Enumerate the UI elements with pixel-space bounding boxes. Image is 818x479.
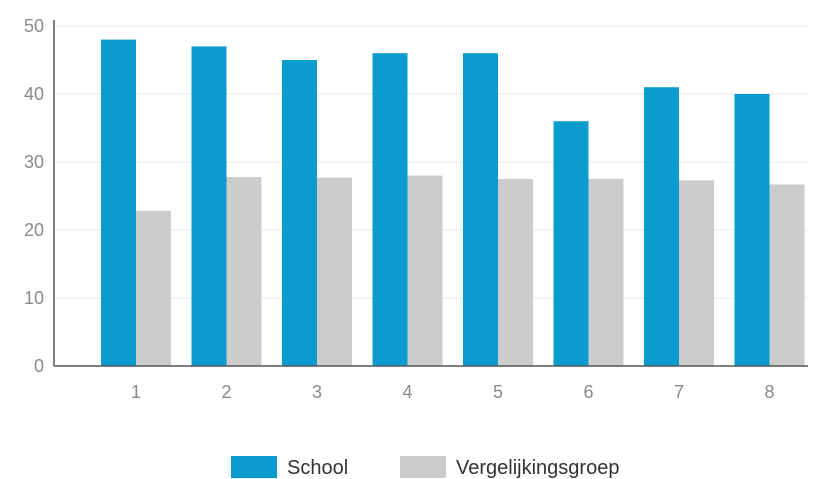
bars (101, 39, 805, 367)
x-axis-ticks: 1 2 3 4 5 6 7 8 (131, 382, 775, 402)
legend-swatch-vergelijkingsgroep (400, 456, 446, 478)
bar-vergelijkingsgroep-5 (498, 179, 533, 366)
y-tick-label: 20 (24, 220, 44, 240)
bar-school-1 (101, 39, 136, 366)
bar-vergelijkingsgroep-1 (136, 210, 171, 366)
bar-school-5 (463, 53, 498, 366)
bar-vergelijkingsgroep-6 (588, 179, 624, 366)
bar-vergelijkingsgroep-2 (226, 176, 262, 366)
bar-school-8 (734, 94, 770, 366)
y-axis-ticks: 0 10 20 30 40 50 (24, 16, 44, 376)
bar-vergelijkingsgroep-3 (317, 177, 352, 366)
bar-school-2 (191, 46, 227, 367)
y-tick-label: 30 (24, 152, 44, 172)
y-tick-label: 0 (34, 356, 44, 376)
bar-vergelijkingsgroep-7 (679, 180, 714, 366)
x-tick-label: 7 (674, 382, 684, 402)
bar-school-6 (553, 121, 589, 366)
x-tick-label: 2 (221, 382, 231, 402)
y-tick-label: 50 (24, 16, 44, 36)
x-tick-label: 1 (131, 382, 141, 402)
bar-vergelijkingsgroep-4 (407, 175, 443, 366)
legend-label: School (287, 457, 348, 479)
y-tick-label: 10 (24, 288, 44, 308)
legend-label: Vergelijkingsgroep (456, 457, 619, 479)
legend: School Vergelijkingsgroep (231, 456, 619, 479)
y-tick-label: 40 (24, 84, 44, 104)
x-tick-label: 5 (493, 382, 503, 402)
bar-vergelijkingsgroep-8 (769, 184, 805, 366)
bar-school-7 (644, 87, 679, 366)
x-tick-label: 8 (764, 382, 774, 402)
bar-school-3 (282, 60, 317, 366)
x-tick-label: 4 (402, 382, 412, 402)
x-tick-label: 3 (312, 382, 322, 402)
x-tick-label: 6 (583, 382, 593, 402)
legend-swatch-school (231, 456, 277, 478)
bar-school-4 (372, 53, 408, 366)
